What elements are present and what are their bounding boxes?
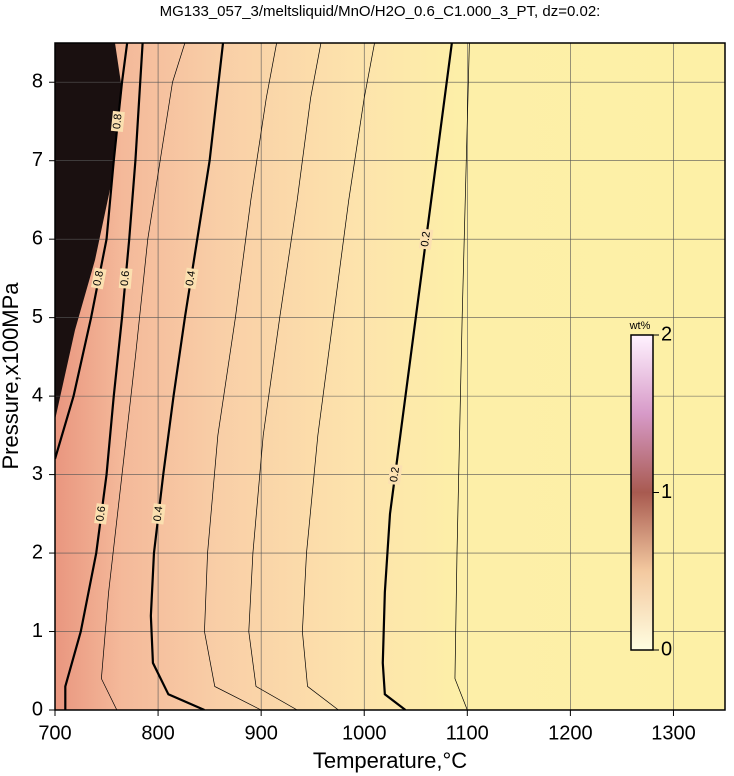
x-tick-label: 800 bbox=[141, 722, 174, 744]
contour-label-bg bbox=[183, 267, 199, 290]
y-tick-label: 4 bbox=[32, 384, 43, 406]
contour-label: 0.4 bbox=[152, 506, 166, 523]
contour-line bbox=[101, 43, 186, 710]
plot-background bbox=[55, 43, 725, 710]
y-tick-label: 6 bbox=[32, 227, 43, 249]
contour-line bbox=[64, 43, 144, 710]
contour-label-group: 0.6 bbox=[118, 267, 133, 289]
contour-label-group: 0.4 bbox=[183, 267, 199, 290]
contour-label-group: 0.8 bbox=[110, 110, 125, 133]
contour-line bbox=[204, 43, 277, 710]
y-tick-label: 3 bbox=[32, 463, 43, 485]
contour-label-group: 0.2 bbox=[387, 463, 403, 486]
contour-label: 0.8 bbox=[111, 113, 125, 129]
contour-label-bg bbox=[151, 503, 166, 525]
contour-label: 0.6 bbox=[119, 270, 132, 286]
contour-labels: 0.8 0.8 0.6 0.6 0.4 0.4 0.2 0.2 bbox=[90, 110, 434, 525]
y-tick-label: 5 bbox=[32, 306, 43, 328]
colorbar-tick-label: 0 bbox=[661, 638, 672, 660]
x-axis-title: Temperature,°C bbox=[313, 748, 467, 773]
contour-label-bg bbox=[94, 503, 109, 525]
contour-label-bg bbox=[418, 228, 434, 250]
contour-label-group: 0.2 bbox=[418, 228, 434, 250]
contour-label: 0.6 bbox=[94, 505, 108, 522]
colorbar-tick-label: 2 bbox=[661, 323, 672, 345]
contour-label: 0.2 bbox=[388, 466, 402, 483]
plot-frame bbox=[54, 42, 726, 711]
contour-label-group: 0.8 bbox=[90, 267, 107, 290]
colorbar-label: wt% bbox=[629, 320, 651, 332]
contour-label-bg bbox=[110, 110, 125, 133]
y-tick-label: 1 bbox=[32, 620, 43, 642]
colorbar-tick-label: 1 bbox=[661, 481, 672, 503]
x-tick-label: 1000 bbox=[342, 722, 387, 744]
y-tick-label: 0 bbox=[32, 698, 43, 720]
contour-label-bg bbox=[118, 267, 133, 289]
contour-line bbox=[55, 43, 129, 460]
contour-label: 0.8 bbox=[91, 270, 106, 287]
x-tick-label: 700 bbox=[38, 722, 71, 744]
dense-region bbox=[55, 43, 122, 420]
y-axis-title: Pressure,x100MPa bbox=[0, 282, 23, 470]
contour-line bbox=[149, 43, 225, 710]
x-tick-label: 1200 bbox=[548, 722, 593, 744]
x-tick-label: 1300 bbox=[651, 722, 696, 744]
contours bbox=[55, 43, 470, 710]
y-tick-label: 8 bbox=[32, 71, 43, 93]
contour-line bbox=[248, 43, 322, 710]
contour-label-group: 0.6 bbox=[94, 503, 109, 525]
colorbar bbox=[630, 334, 654, 651]
contour-line bbox=[454, 43, 470, 710]
chart-title: MG133_057_3/meltsliquid/MnO/H2O_0.6_C1.0… bbox=[160, 3, 601, 20]
colorbar-ticks: 0 1 2 bbox=[653, 323, 672, 660]
contour-label-group: 0.4 bbox=[151, 503, 166, 525]
grid bbox=[54, 43, 725, 711]
x-tick-label: 1100 bbox=[446, 722, 489, 744]
y-tick-label: 2 bbox=[32, 541, 43, 563]
contour-label: 0.2 bbox=[419, 231, 433, 248]
contour-label: 0.4 bbox=[184, 270, 198, 287]
x-tick-label: 900 bbox=[244, 722, 277, 744]
y-tick-label: 7 bbox=[32, 149, 43, 171]
contour-label-bg bbox=[387, 463, 403, 486]
contour-line bbox=[381, 43, 453, 710]
contour-label-bg bbox=[90, 267, 107, 290]
contour-line bbox=[302, 43, 375, 710]
